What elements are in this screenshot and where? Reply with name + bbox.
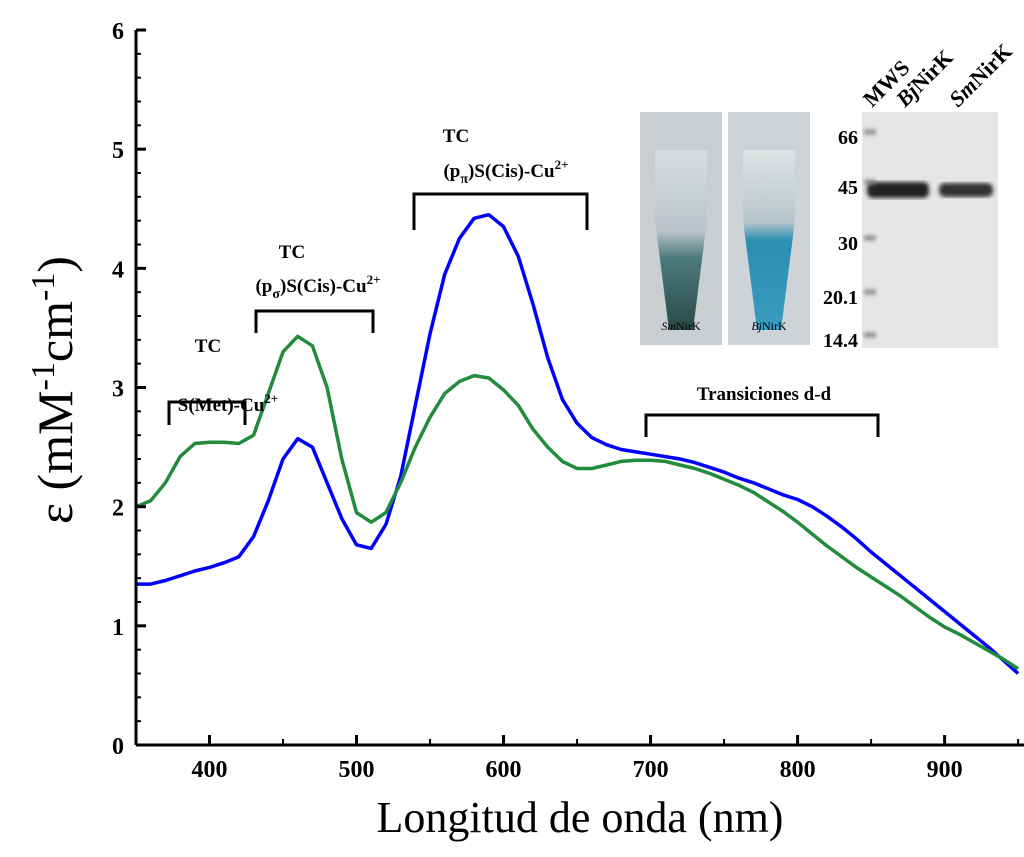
- annotation-part: S(Met)-Cu: [178, 395, 265, 416]
- label-part: NirK: [762, 319, 787, 333]
- y-axis-label: ε (mM-1cm-1): [25, 256, 83, 524]
- y-tick-label: 2: [112, 496, 124, 522]
- annotation: (pσ)S(Cis)-Cu2+: [255, 272, 380, 302]
- marker-label: 30: [838, 233, 858, 255]
- inset-photos: [640, 112, 998, 348]
- tube-label: BjNirK: [751, 319, 787, 333]
- bracket: [254, 309, 375, 333]
- y-tick-label: 4: [112, 257, 124, 283]
- x-tick-label: 600: [486, 757, 522, 783]
- x-tick-label: 400: [192, 757, 228, 783]
- label-part: Sm: [661, 319, 676, 333]
- gel: [862, 112, 998, 348]
- y-tick-label: 5: [112, 138, 124, 164]
- annotation: TC: [195, 336, 221, 357]
- annotation: TC: [279, 242, 305, 263]
- annotation-part: 2+: [555, 157, 569, 172]
- bracket: [412, 192, 589, 230]
- annotation: Transiciones d-d: [697, 384, 832, 405]
- annotation-part: 2+: [367, 272, 381, 287]
- marker-label: 45: [838, 177, 858, 199]
- y-tick-label: 3: [112, 377, 124, 403]
- marker-label: 66: [838, 127, 858, 149]
- annotation-part: σ: [272, 287, 280, 302]
- lane-label: SmNirK: [944, 39, 1017, 112]
- series-line: [135, 334, 1020, 671]
- gel-band: [867, 182, 929, 198]
- y-tick-label: 6: [112, 19, 124, 45]
- marker-label: 20.1: [823, 287, 858, 309]
- y-label-part: -1: [25, 273, 62, 301]
- x-tick-label: 800: [780, 757, 816, 783]
- annotation-part: 2+: [264, 391, 278, 406]
- annotation-part: π: [460, 172, 468, 187]
- annotation-part: (p: [255, 276, 272, 297]
- annotation-part: )S(Cis)-Cu: [468, 161, 555, 182]
- gel-band: [939, 183, 993, 197]
- annotation: S(Met)-Cu2+: [178, 391, 278, 416]
- y-label-part: ): [27, 256, 83, 273]
- tube: [655, 150, 707, 330]
- label-part: NirK: [676, 319, 701, 333]
- bracket: [167, 400, 247, 425]
- y-label-part: ε (mM: [27, 390, 83, 524]
- tube-label: SmNirK: [661, 319, 701, 333]
- x-tick-label: 700: [633, 757, 669, 783]
- bracket: [644, 413, 880, 437]
- annotation: (pπ)S(Cis)-Cu2+: [443, 157, 568, 187]
- annotation-part: (p: [443, 161, 460, 182]
- y-label-part: -1: [25, 362, 62, 390]
- series-line: [136, 212, 1020, 675]
- y-tick-label: 1: [112, 615, 124, 641]
- x-tick-label: 500: [339, 757, 375, 783]
- label-part: Bj: [751, 319, 762, 333]
- y-tick-label: 0: [112, 734, 124, 760]
- y-label-part: cm: [27, 301, 83, 362]
- tube: [743, 150, 795, 330]
- annotation: TC: [443, 126, 469, 147]
- annotation-part: )S(Cis)-Cu: [280, 276, 367, 297]
- marker-label: 14.4: [823, 330, 858, 352]
- x-tick-label: 900: [927, 757, 963, 783]
- x-axis-label: Longitud de onda (nm): [377, 793, 784, 842]
